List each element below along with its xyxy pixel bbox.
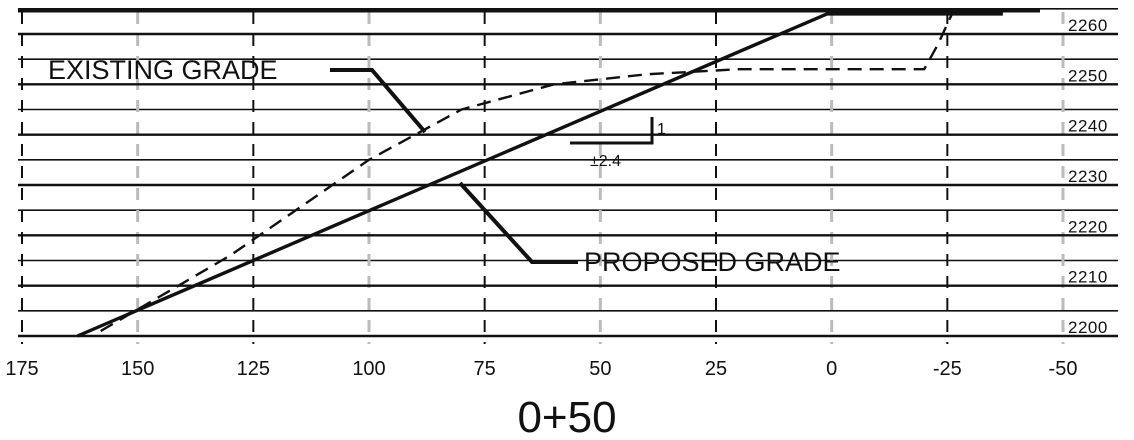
vertical-grid xyxy=(21,12,1065,344)
elevation-label: 2250 xyxy=(1068,66,1108,85)
offset-labels: 175 150 125 100 75 50 25 0 -25 -50 xyxy=(5,358,1077,380)
major-grid xyxy=(18,9,1118,338)
slope-triangle xyxy=(570,117,654,145)
elevation-label: 2260 xyxy=(1068,16,1108,35)
proposed-grade-leader xyxy=(458,181,578,264)
station-label: 0+50 xyxy=(517,393,616,440)
elevation-label: 2210 xyxy=(1068,268,1108,287)
elevation-label: 2230 xyxy=(1068,167,1108,186)
offset-label: 50 xyxy=(589,358,611,380)
elevation-labels: 2260 2250 2240 2230 2220 2210 2200 xyxy=(1068,16,1108,337)
proposed-grade-line xyxy=(76,12,1003,338)
elevation-label: 2220 xyxy=(1068,217,1108,236)
elevation-label: 2200 xyxy=(1068,318,1108,337)
offset-label: -25 xyxy=(933,358,962,380)
offset-label: 0 xyxy=(826,358,837,380)
offset-label: 100 xyxy=(352,358,385,380)
proposed-grade-callout: PROPOSED GRADE xyxy=(584,247,841,277)
minor-grid xyxy=(18,8,1118,312)
offset-label: 75 xyxy=(474,358,496,380)
existing-grade-callout: EXISTING GRADE xyxy=(48,55,278,85)
slope-rise-label: 1 xyxy=(657,121,666,138)
slope-run-label: ±2.4 xyxy=(590,153,621,170)
offset-label: 125 xyxy=(237,358,270,380)
offset-label: 175 xyxy=(5,358,38,380)
elevation-label: 2240 xyxy=(1068,117,1108,136)
existing-grade-leader xyxy=(330,68,427,134)
existing-grade-line xyxy=(100,13,954,333)
offset-label: 25 xyxy=(705,358,727,380)
grade-lines xyxy=(76,12,1003,338)
offset-label: -50 xyxy=(1049,358,1078,380)
offset-label: 150 xyxy=(121,358,154,380)
